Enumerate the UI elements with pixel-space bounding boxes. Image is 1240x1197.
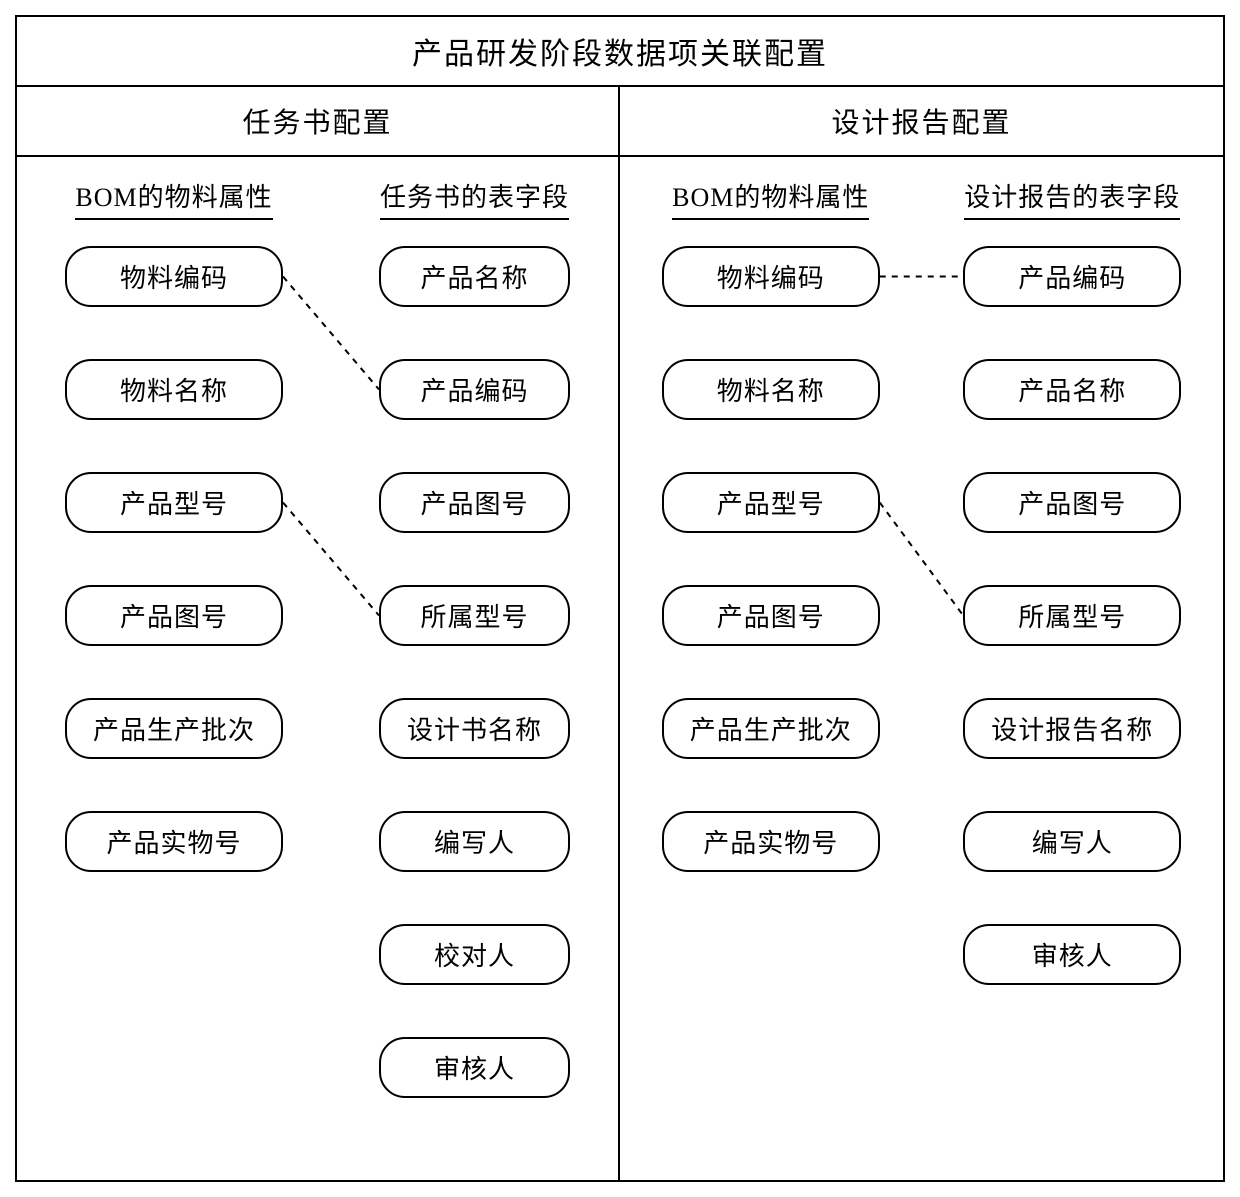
field-pill[interactable]: 物料名称 <box>65 359 283 420</box>
panel-design-report-config: 设计报告配置 BOM的物料属性 物料编码物料名称产品型号产品图号产品生产批次产品… <box>620 87 1223 1180</box>
col-header-bom-right: BOM的物料属性 <box>672 177 869 220</box>
right-col-report-fields: 设计报告的表字段 产品编码产品名称产品图号所属型号设计报告名称编写人审核人 <box>963 177 1181 1037</box>
field-pill[interactable]: 设计书名称 <box>379 698 570 759</box>
col-header-report-right: 设计报告的表字段 <box>964 177 1180 220</box>
field-pill[interactable]: 审核人 <box>379 1037 570 1098</box>
panel-task-config: 任务书配置 BOM的物料属性 物料编码物料名称产品型号产品图号产品生产批次产品实… <box>17 87 620 1180</box>
field-pill[interactable]: 产品编码 <box>963 246 1181 307</box>
field-pill[interactable]: 所属型号 <box>379 585 570 646</box>
field-pill[interactable]: 产品生产批次 <box>65 698 283 759</box>
field-pill[interactable]: 所属型号 <box>963 585 1181 646</box>
field-pill[interactable]: 产品图号 <box>65 585 283 646</box>
panel-title-left: 任务书配置 <box>17 87 618 157</box>
panel-title-right: 设计报告配置 <box>620 87 1223 157</box>
field-pill[interactable]: 设计报告名称 <box>963 698 1181 759</box>
field-pill[interactable]: 物料编码 <box>662 246 880 307</box>
col-header-task-left: 任务书的表字段 <box>380 177 569 220</box>
field-pill[interactable]: 产品实物号 <box>662 811 880 872</box>
right-col-bom: BOM的物料属性 物料编码物料名称产品型号产品图号产品生产批次产品实物号 <box>662 177 880 1037</box>
field-pill[interactable]: 编写人 <box>379 811 570 872</box>
field-pill[interactable]: 产品型号 <box>65 472 283 533</box>
main-title: 产品研发阶段数据项关联配置 <box>17 17 1223 87</box>
field-pill[interactable]: 产品编码 <box>379 359 570 420</box>
field-pill[interactable]: 产品名称 <box>379 246 570 307</box>
field-pill[interactable]: 编写人 <box>963 811 1181 872</box>
field-pill[interactable]: 产品型号 <box>662 472 880 533</box>
panel-body-left: BOM的物料属性 物料编码物料名称产品型号产品图号产品生产批次产品实物号 任务书… <box>17 157 618 1180</box>
config-container: 产品研发阶段数据项关联配置 任务书配置 BOM的物料属性 物料编码物料名称产品型… <box>15 15 1225 1182</box>
field-pill[interactable]: 产品生产批次 <box>662 698 880 759</box>
field-pill[interactable]: 产品名称 <box>963 359 1181 420</box>
field-pill[interactable]: 产品实物号 <box>65 811 283 872</box>
left-col-task-fields: 任务书的表字段 产品名称产品编码产品图号所属型号设计书名称编写人校对人审核人 <box>379 177 570 1150</box>
field-pill[interactable]: 产品图号 <box>963 472 1181 533</box>
panel-body-right: BOM的物料属性 物料编码物料名称产品型号产品图号产品生产批次产品实物号 设计报… <box>620 157 1223 1067</box>
field-pill[interactable]: 物料编码 <box>65 246 283 307</box>
col-header-bom-left: BOM的物料属性 <box>75 177 272 220</box>
field-pill[interactable]: 物料名称 <box>662 359 880 420</box>
field-pill[interactable]: 校对人 <box>379 924 570 985</box>
field-pill[interactable]: 审核人 <box>963 924 1181 985</box>
field-pill[interactable]: 产品图号 <box>379 472 570 533</box>
field-pill[interactable]: 产品图号 <box>662 585 880 646</box>
left-col-bom: BOM的物料属性 物料编码物料名称产品型号产品图号产品生产批次产品实物号 <box>65 177 283 1150</box>
panels-row: 任务书配置 BOM的物料属性 物料编码物料名称产品型号产品图号产品生产批次产品实… <box>17 87 1223 1180</box>
